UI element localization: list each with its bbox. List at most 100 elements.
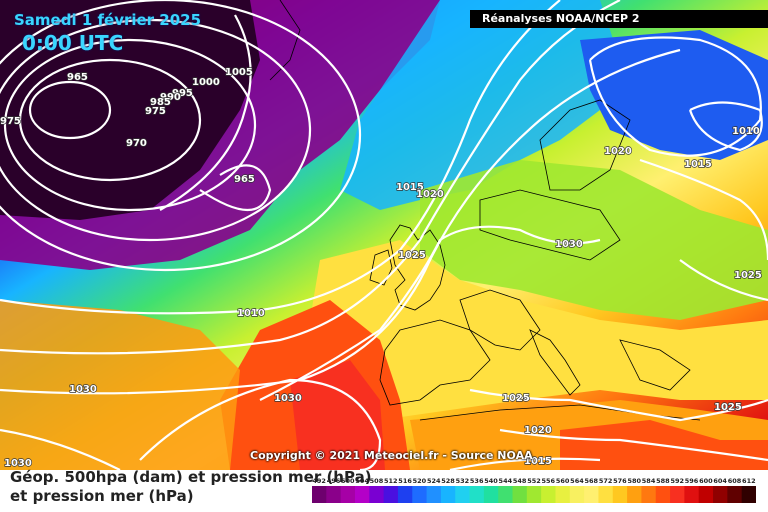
greenland-coast — [269, 0, 301, 81]
scale-tick-label: 552 — [527, 477, 541, 485]
scale-tick-label: 600 — [699, 477, 713, 485]
scale-swatch — [555, 486, 571, 503]
isobar-label: 1020 — [524, 425, 552, 436]
scale-tick-label: 512 — [384, 477, 398, 485]
scale-swatch — [598, 486, 614, 503]
isobar-1030-southwest — [0, 428, 121, 470]
scale-swatch — [569, 486, 585, 503]
scale-tick-label: 516 — [398, 477, 412, 485]
deep-low-core — [0, 0, 260, 220]
scale-swatch — [541, 486, 556, 503]
scale-swatch — [526, 486, 542, 503]
isobar-1025-east — [679, 259, 768, 302]
scale-tick-label: 556 — [542, 477, 556, 485]
scale-tick-label: 584 — [642, 477, 656, 485]
isobar-label: 965 — [67, 72, 88, 83]
copyright-notice: Copyright © 2021 Meteociel.fr - Source N… — [250, 449, 533, 462]
scale-swatch — [412, 486, 428, 503]
map-time: 0:00 UTC — [22, 31, 124, 55]
scale-swatch — [684, 486, 700, 503]
isobar-ring-2 — [3, 38, 257, 212]
scale-tick-label: 564 — [570, 477, 584, 485]
scale-swatch — [326, 486, 342, 503]
isobar-1020-north — [588, 36, 762, 157]
isobar-ring-4 — [0, 0, 362, 272]
scale-swatch — [741, 486, 756, 503]
legend-subtitle: et pression mer (hPa) — [10, 487, 194, 505]
isobar-ring-1 — [18, 58, 202, 182]
scale-tick-label: 528 — [441, 477, 455, 485]
iberia-coast — [379, 319, 491, 406]
scale-swatch — [397, 486, 413, 503]
scale-swatch — [512, 486, 528, 503]
scale-swatch — [584, 486, 599, 503]
legend-title: Géop. 500hpa (dam) et pression mer (hPa) — [10, 468, 372, 486]
scale-swatch — [498, 486, 514, 503]
isobar-label: 1030 — [69, 384, 97, 395]
green-zone — [420, 160, 768, 320]
isobar-label: 1015 — [684, 159, 712, 170]
scale-swatch — [670, 486, 685, 503]
north-europe-coast — [479, 189, 621, 261]
isobar-label: 1025 — [398, 250, 426, 261]
scale-swatch — [627, 486, 642, 503]
scale-tick-label: 492 — [312, 477, 326, 485]
yellow-zone — [310, 240, 768, 420]
scale-tick-label: 592 — [670, 477, 684, 485]
scale-tick-label: 608 — [728, 477, 742, 485]
isobar-1000 — [159, 14, 252, 211]
red-high-zone — [290, 360, 385, 470]
scale-swatch — [612, 486, 628, 503]
isobar-1015-south — [449, 457, 601, 470]
scale-swatch — [655, 486, 671, 503]
scale-swatch — [483, 486, 499, 503]
isobar-1025-south — [469, 388, 768, 422]
isobar-labels: 965 1000 1005 995 990 985 975 970 965 97… — [0, 66, 763, 469]
isobar-ring-3 — [0, 18, 312, 242]
isobar-1030-south — [139, 378, 382, 470]
isobar-label: 1030 — [555, 239, 583, 250]
isobar-label: 1015 — [524, 456, 552, 467]
scale-swatch — [354, 486, 370, 503]
balkans-coast — [619, 339, 691, 391]
isobar-label: 1030 — [4, 458, 32, 469]
isobar-label: 970 — [126, 138, 147, 149]
scale-tick-label: 544 — [499, 477, 513, 485]
scale-tick-label: 496 — [327, 477, 341, 485]
isobar-label: 1030 — [274, 393, 302, 404]
scale-tick-label: 532 — [456, 477, 470, 485]
scale-tick-label: 588 — [656, 477, 670, 485]
isobar-label: 990 — [160, 92, 181, 103]
scale-swatch — [641, 486, 657, 503]
scale-swatch — [340, 486, 356, 503]
scale-swatch — [727, 486, 743, 503]
scale-swatch — [455, 486, 471, 503]
scale-tick-label: 548 — [513, 477, 527, 485]
isobar-label: 975 — [0, 116, 21, 127]
scale-swatch — [426, 486, 442, 503]
scandinavia-coast — [539, 99, 631, 191]
isobars — [0, 0, 768, 470]
isobar-label: 1025 — [734, 270, 762, 281]
scale-tick-label: 604 — [713, 477, 727, 485]
isobar-label: 1015 — [396, 182, 424, 193]
isobar-label: 985 — [150, 97, 171, 108]
scale-tick-label: 576 — [613, 477, 627, 485]
isobar-1015-east — [639, 158, 768, 261]
scale-swatch — [383, 486, 399, 503]
scale-tick-label: 524 — [427, 477, 441, 485]
isobar-label: 995 — [172, 88, 193, 99]
scale-swatch — [698, 486, 714, 503]
isobar-1020-south — [499, 428, 768, 462]
isobar-label: 975 — [145, 106, 166, 117]
scale-tick-label: 580 — [627, 477, 641, 485]
scale-tick-label: 504 — [355, 477, 369, 485]
france-coast — [459, 289, 541, 351]
isobar-965-core — [28, 80, 112, 140]
colour-scale: 492 496 500 504 508 512 516 520 524 528 532 536 540 5… — [312, 477, 756, 503]
isobar-1010 — [0, 0, 561, 315]
scale-tick-label: 508 — [370, 477, 384, 485]
scale-tick-label: 568 — [585, 477, 599, 485]
isobar-label: 1020 — [604, 146, 632, 157]
